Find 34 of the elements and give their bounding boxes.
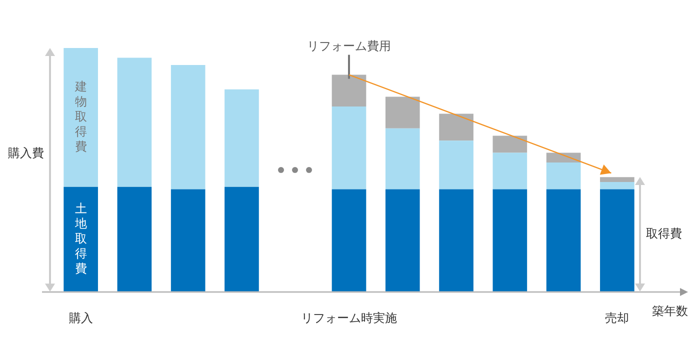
bar — [64, 186, 98, 292]
bar — [332, 74, 366, 106]
bar — [170, 65, 206, 190]
bar — [492, 189, 528, 292]
bar — [600, 182, 634, 190]
bar — [385, 96, 420, 128]
bar — [439, 189, 474, 292]
bar — [546, 189, 581, 292]
bar — [385, 128, 420, 190]
series-label: 建物取得費 — [74, 80, 87, 154]
bar — [224, 186, 259, 292]
x-tick-label: 購入 — [68, 311, 93, 326]
bar — [385, 189, 420, 292]
bar — [64, 48, 98, 187]
bar — [439, 114, 474, 141]
x-tick-label: 売却 — [605, 311, 630, 326]
bar — [546, 152, 581, 162]
bar — [492, 136, 528, 153]
bar — [439, 140, 474, 190]
annotation: 取得費 — [646, 226, 682, 241]
bar — [600, 189, 634, 292]
bar — [117, 58, 152, 187]
x-tick-label: リフォーム時実施 — [301, 311, 397, 326]
bar — [332, 189, 366, 292]
bar — [224, 89, 259, 187]
bar — [492, 152, 528, 190]
series-label: 土地取得費 — [74, 202, 87, 276]
y-axis-title: 購入費 — [8, 146, 44, 160]
x-axis-title: 築年数 — [652, 304, 688, 318]
bar — [170, 189, 206, 292]
bar — [546, 162, 581, 190]
bar — [117, 186, 152, 292]
bar — [332, 106, 366, 190]
text: リフォーム費用 — [307, 39, 391, 54]
